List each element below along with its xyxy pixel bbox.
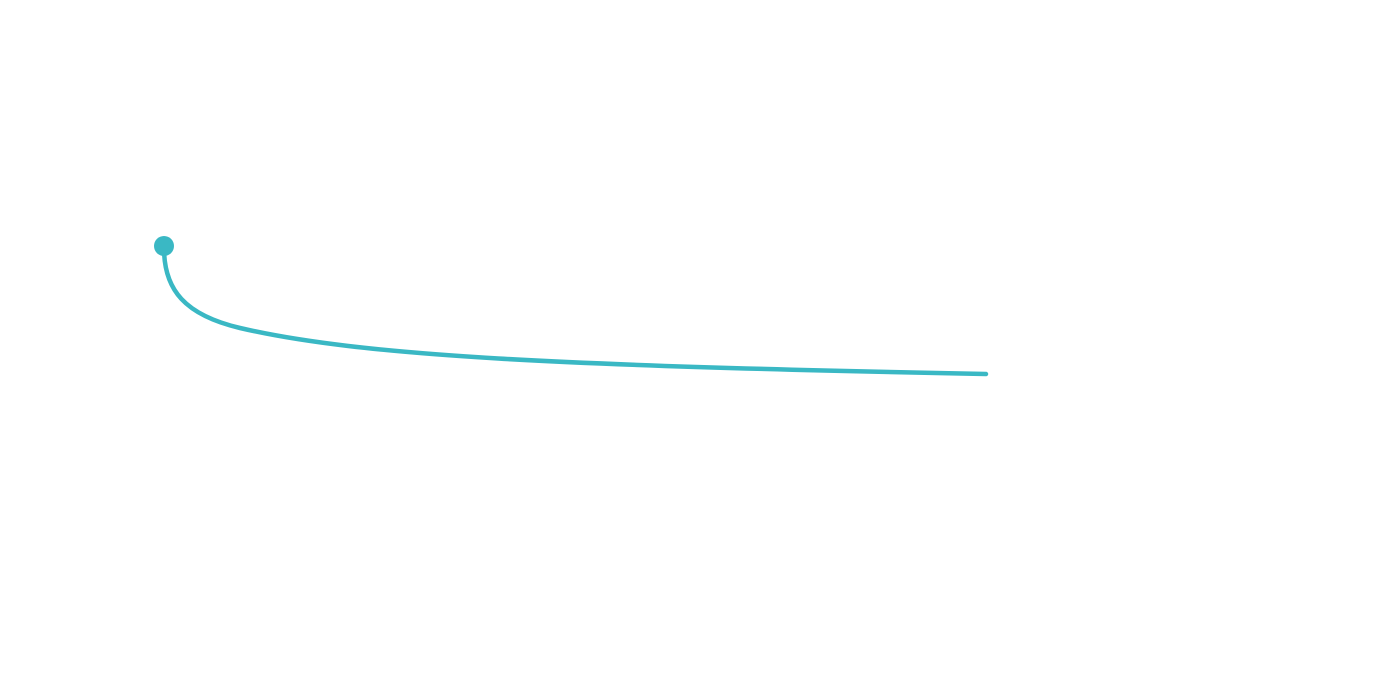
- connector-line: [161, 245, 989, 377]
- connector-start-dot[interactable]: [154, 236, 174, 256]
